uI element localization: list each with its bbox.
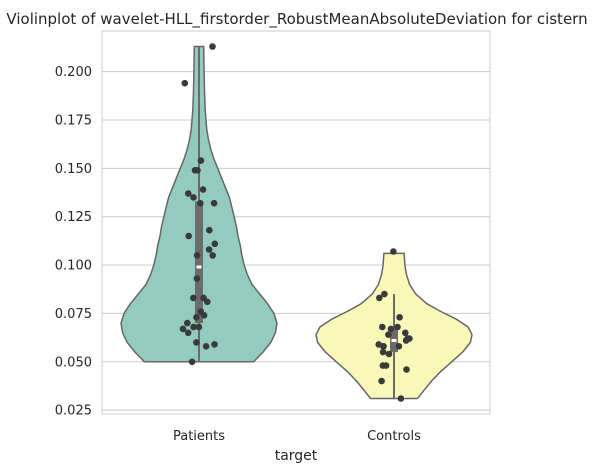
data-point <box>211 240 219 248</box>
data-point <box>209 252 216 259</box>
data-point <box>376 294 383 302</box>
data-point <box>193 252 201 259</box>
data-point <box>200 312 208 319</box>
data-point <box>190 294 197 302</box>
y-tick-label: 0.150 <box>55 162 92 177</box>
x-axis-label: target <box>275 448 318 464</box>
data-point <box>381 290 388 298</box>
x-tick-label: Patients <box>173 429 225 444</box>
data-point <box>379 348 387 356</box>
y-tick-label: 0.125 <box>55 210 92 225</box>
data-point <box>193 314 200 321</box>
plot-frame <box>101 30 491 415</box>
data-point <box>206 226 213 234</box>
data-point <box>402 329 409 337</box>
y-tick-label: 0.100 <box>55 259 92 274</box>
data-point <box>385 350 393 358</box>
data-point <box>197 199 204 207</box>
data-point <box>209 43 216 50</box>
data-point <box>199 186 207 193</box>
data-point <box>185 232 192 240</box>
data-point <box>397 395 405 402</box>
violins <box>120 45 473 400</box>
data-point <box>188 358 196 366</box>
y-tick-label: 0.175 <box>55 113 92 128</box>
data-point <box>179 325 187 333</box>
data-point <box>185 190 192 197</box>
data-point <box>211 341 218 348</box>
data-point <box>181 79 189 87</box>
data-point <box>210 199 218 207</box>
data-point <box>202 343 210 350</box>
data-point <box>378 377 385 385</box>
iqr-box-patients <box>195 201 203 324</box>
data-point <box>194 167 201 174</box>
x-tick-label: Controls <box>367 429 421 444</box>
data-point <box>197 157 205 164</box>
data-point <box>190 194 197 201</box>
data-point <box>403 366 410 373</box>
y-tick-label: 0.200 <box>55 65 92 80</box>
data-point <box>195 323 203 331</box>
y-tick-label: 0.025 <box>55 404 92 419</box>
data-point <box>387 325 395 333</box>
data-point <box>395 343 403 350</box>
data-point <box>184 329 192 337</box>
y-tick-label: 0.075 <box>55 307 92 322</box>
data-point <box>385 331 392 339</box>
data-point <box>190 323 197 331</box>
y-tick-label: 0.050 <box>55 355 92 370</box>
x-axis: Patients Controls <box>173 429 421 444</box>
data-point <box>382 362 390 369</box>
data-point <box>402 337 410 344</box>
median-controls <box>391 338 397 342</box>
data-point <box>205 246 213 253</box>
data-point <box>193 275 201 282</box>
data-point <box>396 314 403 321</box>
data-point <box>390 248 397 255</box>
data-point <box>379 323 386 331</box>
y-axis: 0.025 0.050 0.075 0.100 0.125 0.150 0.175 0.200 <box>55 65 92 419</box>
data-point <box>184 319 191 327</box>
data-point <box>193 339 200 346</box>
data-point <box>394 323 401 331</box>
strip-points <box>179 43 413 402</box>
data-point <box>204 298 211 306</box>
data-point <box>379 343 387 350</box>
chart-title: Violinplot of wavelet-HLL_firstorder_Rob… <box>6 10 587 29</box>
median-patients <box>196 265 202 269</box>
